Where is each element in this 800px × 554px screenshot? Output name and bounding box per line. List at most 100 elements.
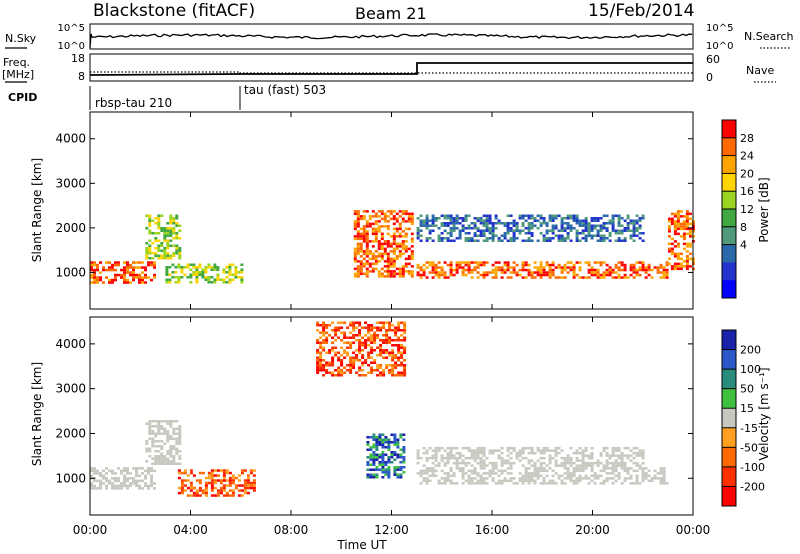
- echo-cell: [458, 261, 462, 264]
- echo-cell: [349, 361, 353, 364]
- echo-cell: [370, 346, 374, 349]
- echo-cell: [461, 268, 465, 272]
- echo-cell: [416, 227, 420, 230]
- echo-cell: [494, 214, 498, 217]
- echo-cell: [172, 447, 176, 450]
- echo-cell: [210, 469, 214, 472]
- echo-cell: [126, 479, 129, 483]
- echo-cell: [387, 438, 391, 441]
- echo-cell: [569, 456, 573, 460]
- echo-cell: [443, 214, 447, 217]
- echo-cell: [497, 474, 501, 478]
- echo-cell: [512, 271, 516, 274]
- echo-cell: [485, 214, 489, 217]
- echo-cell: [431, 268, 435, 272]
- echo-cell: [638, 227, 642, 230]
- echo-cell: [234, 268, 238, 271]
- echo-cell: [389, 265, 393, 268]
- echo-cell: [464, 456, 468, 460]
- echo-cell: [482, 449, 486, 452]
- echo-cell: [569, 227, 573, 230]
- echo-cell: [467, 482, 471, 485]
- echo-cell: [560, 464, 564, 467]
- echo-cell: [376, 369, 380, 372]
- echo-cell: [169, 460, 173, 463]
- echo-cell: [545, 222, 549, 225]
- echo-cell: [425, 459, 429, 462]
- echo-cell: [111, 278, 114, 282]
- echo-cell: [632, 229, 636, 232]
- echo-cell: [392, 265, 396, 268]
- echo-cell: [316, 366, 320, 369]
- echo-cell: [596, 217, 600, 220]
- echo-cell: [605, 459, 609, 462]
- echo-cell: [647, 263, 651, 267]
- colorbar-swatch: [722, 427, 736, 448]
- echo-cell: [166, 242, 170, 245]
- echo-cell: [446, 456, 450, 460]
- echo-cell: [111, 469, 114, 473]
- echo-cell: [222, 474, 226, 477]
- echo-cell: [397, 339, 401, 342]
- echo-cell: [497, 456, 501, 460]
- echo-cell: [151, 440, 155, 443]
- echo-cell: [494, 472, 498, 475]
- echo-cell: [416, 472, 420, 475]
- echo-cell: [455, 227, 459, 230]
- echo-cell: [521, 229, 525, 232]
- echo-cell: [545, 229, 549, 232]
- echo-cell: [593, 219, 597, 222]
- echo-cell: [590, 456, 594, 460]
- echo-cell: [509, 479, 513, 483]
- echo-cell: [491, 469, 495, 473]
- echo-cell: [394, 334, 398, 337]
- echo-cell: [403, 326, 407, 329]
- echo-cell: [368, 252, 372, 256]
- echo-cell: [617, 229, 621, 232]
- echo-cell: [437, 217, 441, 220]
- echo-cell: [491, 232, 495, 235]
- echo-cell: [455, 266, 459, 269]
- echo-cell: [419, 234, 423, 237]
- echo-cell: [494, 271, 498, 274]
- echo-cell: [175, 224, 179, 227]
- echo-cell: [237, 494, 241, 497]
- echo-cell: [401, 210, 405, 213]
- echo-cell: [452, 454, 456, 457]
- echo-cell: [685, 262, 689, 266]
- echo-cell: [393, 458, 397, 461]
- echo-cell: [524, 261, 528, 264]
- echo-cell: [96, 479, 99, 483]
- echo-cell: [482, 459, 486, 462]
- echo-cell: [390, 433, 394, 436]
- echo-cell: [596, 461, 600, 465]
- echo-cell: [150, 278, 153, 282]
- echo-cell: [364, 334, 368, 337]
- echo-cell: [461, 482, 465, 485]
- echo-cell: [422, 263, 426, 267]
- echo-cell: [377, 270, 381, 273]
- echo-cell: [623, 227, 627, 230]
- echo-cell: [171, 263, 175, 266]
- echo-cell: [367, 329, 371, 332]
- echo-cell: [461, 217, 465, 220]
- echo-cell: [629, 459, 633, 462]
- echo-cell: [376, 346, 380, 349]
- echo-cell: [117, 487, 120, 490]
- colorbar-tick-label: 15: [740, 402, 754, 415]
- echo-cell: [148, 247, 152, 250]
- echo-cell: [169, 257, 173, 260]
- echo-cell: [578, 222, 582, 225]
- echo-cell: [362, 217, 366, 221]
- echo-cell: [410, 215, 414, 218]
- echo-cell: [670, 217, 674, 221]
- echo-cell: [163, 229, 167, 232]
- echo-cell: [620, 454, 624, 457]
- echo-cell: [148, 219, 152, 222]
- echo-cell: [201, 271, 205, 274]
- echo-cell: [641, 474, 645, 478]
- echo-cell: [461, 467, 465, 470]
- echo-cell: [623, 464, 627, 467]
- echo-cell: [99, 278, 102, 282]
- echo-cell: [381, 441, 385, 444]
